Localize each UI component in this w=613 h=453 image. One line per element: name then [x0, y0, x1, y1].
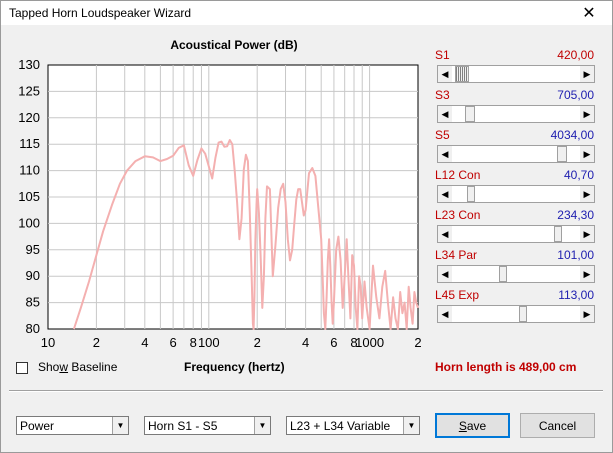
- divider: [9, 390, 603, 392]
- y-tick-label: 120: [18, 110, 40, 125]
- horn-select[interactable]: Horn S1 - S5 ▼: [144, 416, 271, 435]
- param-scrollbar[interactable]: ◀ ▶: [437, 185, 595, 203]
- chevron-down-icon[interactable]: ▼: [112, 417, 128, 434]
- chevron-right-icon[interactable]: ▶: [583, 68, 591, 79]
- param-scrollbar[interactable]: ◀ ▶: [437, 105, 595, 123]
- scroll-thumb[interactable]: [519, 306, 527, 322]
- scroll-thumb[interactable]: [557, 146, 567, 162]
- variable-select-value: L23 + L34 Variable: [290, 419, 391, 433]
- param-value: 420,00: [557, 48, 594, 62]
- x-tick-label: 6: [330, 335, 337, 350]
- window-title: Tapped Horn Loudspeaker Wizard: [9, 6, 192, 20]
- y-tick-label: 130: [18, 57, 40, 72]
- chevron-left-icon[interactable]: ◀: [441, 68, 449, 79]
- chevron-right-icon[interactable]: ▶: [583, 308, 591, 319]
- scroll-track[interactable]: [452, 266, 580, 282]
- param-value: 234,30: [557, 208, 594, 222]
- cancel-button[interactable]: Cancel: [520, 413, 595, 438]
- frequency-axis-label: Frequency (hertz): [184, 360, 285, 374]
- x-tick-label: 100: [198, 335, 220, 350]
- variable-select[interactable]: L23 + L34 Variable ▼: [286, 416, 420, 435]
- chevron-right-icon[interactable]: ▶: [583, 148, 591, 159]
- x-tick-label: 4: [302, 335, 309, 350]
- show-baseline-label[interactable]: Show Baseline: [38, 360, 118, 374]
- y-tick-label: 95: [26, 242, 40, 257]
- x-tick-label: 8: [350, 335, 357, 350]
- chevron-left-icon[interactable]: ◀: [441, 188, 449, 199]
- chevron-left-icon[interactable]: ◀: [441, 228, 449, 239]
- scroll-thumb[interactable]: [455, 66, 469, 82]
- chart-title: Acoustical Power (dB): [170, 38, 298, 52]
- power-curve-line: [72, 139, 419, 330]
- x-tick-label: 10: [41, 335, 55, 350]
- scroll-track[interactable]: [452, 306, 580, 322]
- save-button-label: Save: [458, 418, 487, 433]
- param-value: 113,00: [558, 288, 594, 302]
- x-tick-label: 2: [414, 335, 421, 350]
- show-baseline-checkbox[interactable]: [16, 362, 28, 374]
- chevron-right-icon[interactable]: ▶: [583, 228, 591, 239]
- x-tick-label: 6: [170, 335, 177, 350]
- chevron-left-icon[interactable]: ◀: [441, 268, 449, 279]
- horn-select-value: Horn S1 - S5: [148, 419, 218, 433]
- y-tick-label: 85: [26, 295, 40, 310]
- param-value: 4034,00: [550, 128, 594, 142]
- chevron-left-icon[interactable]: ◀: [441, 148, 449, 159]
- x-tick-label: 2: [254, 335, 261, 350]
- chevron-left-icon[interactable]: ◀: [441, 308, 449, 319]
- param-scrollbar[interactable]: ◀ ▶: [437, 265, 595, 283]
- param-value: 40,70: [563, 168, 594, 182]
- scroll-track[interactable]: [452, 226, 580, 242]
- param-value: 705,00: [557, 88, 594, 102]
- param-label: S5: [435, 128, 450, 142]
- chevron-left-icon[interactable]: ◀: [441, 108, 449, 119]
- mode-select[interactable]: Power ▼: [16, 416, 129, 435]
- chevron-right-icon[interactable]: ▶: [583, 108, 591, 119]
- x-tick-label: 2: [93, 335, 100, 350]
- param-scrollbar[interactable]: ◀ ▶: [437, 225, 595, 243]
- y-tick-label: 90: [26, 268, 40, 283]
- scroll-track[interactable]: [452, 186, 580, 202]
- x-tick-label: 8: [190, 335, 197, 350]
- param-label: S3: [435, 88, 450, 102]
- scroll-thumb[interactable]: [465, 106, 475, 122]
- y-tick-label: 105: [18, 189, 40, 204]
- param-label: L34 Par: [435, 248, 478, 262]
- param-label: S1: [435, 48, 450, 62]
- scroll-track[interactable]: [452, 66, 580, 82]
- param-scrollbar[interactable]: ◀ ▶: [437, 65, 595, 83]
- y-tick-label: 115: [19, 136, 40, 151]
- param-scrollbar[interactable]: ◀ ▶: [437, 145, 595, 163]
- scroll-thumb[interactable]: [467, 186, 475, 202]
- param-value: 101,00: [557, 248, 594, 262]
- close-icon[interactable]: ✕: [582, 5, 596, 22]
- scroll-thumb[interactable]: [499, 266, 507, 282]
- save-button[interactable]: Save: [435, 413, 510, 438]
- param-scrollbar[interactable]: ◀ ▶: [437, 305, 595, 323]
- title-bar: Tapped Horn Loudspeaker Wizard ✕: [1, 1, 612, 25]
- scroll-thumb[interactable]: [554, 226, 562, 242]
- chevron-right-icon[interactable]: ▶: [583, 188, 591, 199]
- scroll-track[interactable]: [452, 146, 580, 162]
- y-tick-label: 110: [19, 163, 40, 178]
- chevron-right-icon[interactable]: ▶: [583, 268, 591, 279]
- chevron-down-icon[interactable]: ▼: [403, 417, 419, 434]
- horn-length-text: Horn length is 489,00 cm: [435, 360, 577, 374]
- mode-select-value: Power: [20, 419, 55, 433]
- y-tick-label: 100: [18, 215, 40, 230]
- x-tick-label: 4: [141, 335, 148, 350]
- y-tick-label: 125: [18, 83, 40, 98]
- param-label: L23 Con: [435, 208, 481, 222]
- param-label: L12 Con: [435, 168, 481, 182]
- y-tick-label: 80: [26, 321, 40, 336]
- chevron-down-icon[interactable]: ▼: [254, 417, 270, 434]
- param-label: L45 Exp: [435, 288, 480, 302]
- scroll-track[interactable]: [452, 106, 580, 122]
- x-tick-label: 1000: [355, 335, 384, 350]
